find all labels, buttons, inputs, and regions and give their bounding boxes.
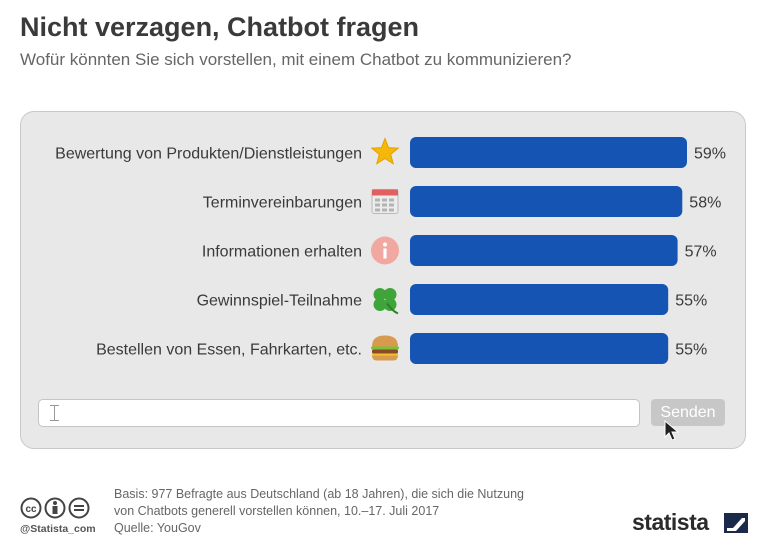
category-label: Gewinnspiel-Teilnahme: [197, 293, 363, 310]
page-subtitle: Wofür könnten Sie sich vorstellen, mit e…: [20, 50, 572, 69]
info-icon: [371, 236, 399, 265]
page-title: Nicht verzagen, Chatbot fragen: [20, 12, 420, 42]
category-label: Bestellen von Essen, Fahrkarten, etc.: [96, 342, 362, 359]
clover-icon: [373, 288, 399, 315]
burger-icon: [371, 335, 399, 361]
svg-text:cc: cc: [25, 504, 37, 515]
footer-notes: Basis: 977 Befragte aus Deutschland (ab …: [114, 486, 524, 537]
value-label: 57%: [685, 244, 717, 261]
text-cursor-icon: [50, 405, 63, 421]
send-button[interactable]: Senden: [651, 399, 725, 426]
bar: [410, 137, 687, 168]
statista-logo-mark-icon: [724, 513, 748, 533]
attribution-icon: [44, 497, 66, 519]
value-label: 59%: [694, 146, 726, 163]
category-label: Terminvereinbarungen: [203, 195, 362, 212]
bar: [410, 333, 669, 364]
value-label: 55%: [675, 342, 707, 359]
source-line: Quelle: YouGov: [114, 521, 201, 535]
basis-line-1: Basis: 977 Befragte aus Deutschland (ab …: [114, 487, 524, 501]
statista-handle: @Statista_com: [20, 523, 96, 535]
category-label: Bewertung von Produkten/Dienstleistungen: [55, 146, 362, 163]
no-derivatives-icon: [68, 497, 90, 519]
value-label: 58%: [689, 195, 721, 212]
creative-commons-icons: cc: [20, 497, 90, 519]
chat-input[interactable]: [38, 399, 640, 427]
cc-icon: cc: [20, 497, 42, 519]
basis-line-2: von Chatbots generell vorstellen können,…: [114, 504, 440, 518]
value-label: 55%: [675, 293, 707, 310]
bar: [410, 284, 669, 315]
category-label: Informationen erhalten: [202, 244, 362, 261]
mouse-pointer-icon: [664, 420, 680, 441]
bar: [410, 186, 683, 217]
bar: [410, 235, 678, 266]
statista-logo[interactable]: statista: [632, 509, 709, 535]
star-icon: [370, 137, 400, 165]
calendar-icon: [371, 189, 399, 214]
